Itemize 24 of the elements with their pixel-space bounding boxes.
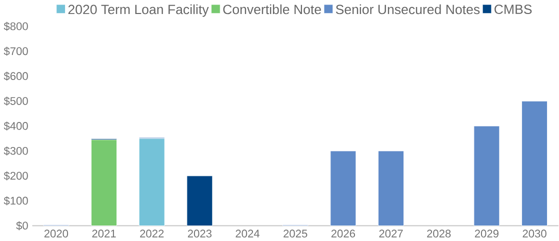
legend-label: Senior Unsecured Notes: [336, 4, 480, 14]
legend-label: CMBS: [494, 4, 532, 14]
x-tick-label: 2028: [427, 230, 451, 238]
legend-label: Convertible Note: [223, 4, 321, 14]
y-tick-label: $600: [4, 72, 28, 81]
x-tick-label: 2029: [474, 230, 498, 238]
y-tick-label: $800: [4, 22, 28, 31]
x-tick-label: 2025: [284, 230, 308, 238]
y-tick-label: $0: [16, 221, 28, 230]
x-tick-label: 2030: [522, 230, 546, 238]
y-tick-label: $300: [4, 146, 28, 156]
y-tick-label: $500: [4, 96, 28, 106]
y-tick-label: $400: [4, 121, 28, 130]
x-tick-label: 2027: [379, 230, 403, 238]
x-tick-label: 2022: [140, 230, 164, 238]
y-tick-label: $200: [4, 171, 28, 180]
x-tick-label: 2026: [331, 230, 356, 238]
x-tick-label: 2021: [92, 230, 116, 238]
x-tick-label: 2023: [188, 230, 212, 238]
x-tick-label: 2020: [44, 230, 68, 238]
legend-label: 2020 Term Loan Facility: [68, 4, 209, 17]
x-tick-label: 2024: [236, 230, 260, 238]
y-tick-label: $700: [4, 46, 28, 56]
y-tick-label: $100: [4, 196, 28, 206]
